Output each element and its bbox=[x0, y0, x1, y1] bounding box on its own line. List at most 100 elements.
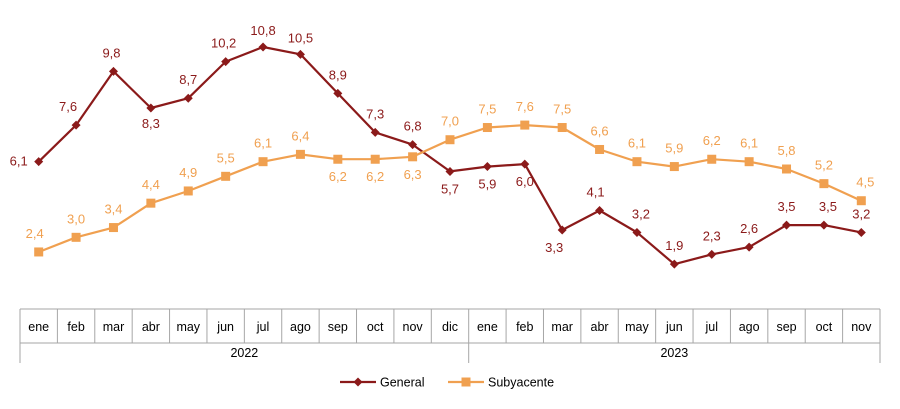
square-marker bbox=[744, 157, 754, 167]
x-tick-label: mar bbox=[103, 320, 125, 334]
x-tick-label: jun bbox=[665, 320, 683, 334]
x-tick-label: abr bbox=[142, 320, 160, 334]
square-marker bbox=[707, 154, 717, 164]
data-label: 8,3 bbox=[142, 116, 160, 131]
data-label: 6,1 bbox=[628, 136, 646, 151]
legend-item-general: General bbox=[340, 376, 424, 390]
square-marker bbox=[221, 171, 231, 181]
data-label: 3,2 bbox=[852, 206, 870, 221]
square-marker bbox=[71, 232, 81, 242]
square-marker bbox=[557, 123, 567, 133]
diamond-marker bbox=[183, 93, 193, 103]
data-label: 2,4 bbox=[26, 226, 44, 241]
diamond-marker bbox=[669, 259, 679, 269]
data-label: 3,0 bbox=[67, 211, 85, 226]
data-label: 7,6 bbox=[59, 99, 77, 114]
diamond-marker bbox=[632, 227, 642, 237]
diamond-marker bbox=[333, 88, 343, 98]
data-label: 2,3 bbox=[703, 228, 721, 243]
x-tick-label: may bbox=[625, 320, 649, 334]
legend: General Subyacente bbox=[340, 376, 554, 390]
data-label: 8,7 bbox=[179, 72, 197, 87]
data-label: 7,5 bbox=[478, 102, 496, 117]
category-axis-table: ene feb mar abr may jun jul ago sep oct nov dic ene f… bbox=[19, 308, 881, 363]
data-label: 6,3 bbox=[404, 167, 422, 182]
diamond-marker bbox=[408, 140, 418, 150]
legend-item-subyacente: Subyacente bbox=[448, 376, 554, 390]
diamond-marker bbox=[482, 162, 492, 172]
diamond-marker bbox=[595, 205, 605, 215]
data-label: 7,5 bbox=[553, 102, 571, 117]
square-marker bbox=[595, 144, 605, 154]
diamond-marker bbox=[34, 157, 44, 167]
square-marker bbox=[146, 198, 156, 208]
x-tick-label: oct bbox=[367, 320, 384, 334]
square-marker bbox=[408, 152, 418, 162]
square-marker bbox=[669, 162, 679, 172]
x-group-label: 2023 bbox=[660, 346, 688, 360]
x-tick-label: feb bbox=[67, 320, 84, 334]
legend-label: General bbox=[380, 376, 424, 390]
x-tick-label: nov bbox=[851, 320, 872, 334]
data-label: 10,2 bbox=[211, 36, 236, 51]
diamond-marker bbox=[370, 127, 380, 137]
square-marker bbox=[258, 157, 268, 167]
data-label: 3,2 bbox=[632, 206, 650, 221]
series-line-general bbox=[37, 45, 862, 266]
data-label: 7,3 bbox=[366, 106, 384, 121]
diamond-marker bbox=[108, 66, 118, 76]
legend-label: Subyacente bbox=[488, 376, 554, 390]
diamond-marker bbox=[520, 159, 530, 169]
data-label: 6,2 bbox=[366, 169, 384, 184]
data-label: 5,9 bbox=[478, 177, 496, 192]
x-tick-label: ene bbox=[28, 320, 49, 334]
diamond-marker bbox=[258, 42, 268, 52]
data-label: 5,5 bbox=[217, 150, 235, 165]
data-label: 4,5 bbox=[856, 175, 874, 190]
square-marker bbox=[183, 186, 193, 196]
data-label: 5,2 bbox=[815, 158, 833, 173]
data-label: 8,9 bbox=[329, 67, 347, 82]
square-marker bbox=[461, 377, 471, 387]
data-label: 3,4 bbox=[104, 202, 122, 217]
data-label: 5,8 bbox=[777, 143, 795, 158]
data-label: 6,1 bbox=[10, 154, 28, 169]
square-marker bbox=[295, 149, 305, 159]
data-label: 6,4 bbox=[291, 128, 309, 143]
diamond-marker bbox=[146, 103, 156, 113]
x-tick-label: sep bbox=[776, 320, 796, 334]
data-label: 1,9 bbox=[665, 238, 683, 253]
data-label: 4,4 bbox=[142, 177, 160, 192]
diamond-marker bbox=[71, 120, 81, 130]
diamond-marker bbox=[295, 49, 305, 59]
data-label: 6,2 bbox=[703, 133, 721, 148]
data-label: 3,3 bbox=[545, 240, 563, 255]
data-label: 7,0 bbox=[441, 114, 459, 129]
square-marker bbox=[632, 157, 642, 167]
diamond-marker bbox=[856, 227, 866, 237]
x-tick-label: mar bbox=[551, 320, 573, 334]
series-layer bbox=[34, 42, 866, 269]
square-marker bbox=[482, 123, 492, 133]
data-label: 9,8 bbox=[102, 45, 120, 60]
data-label: 3,5 bbox=[777, 199, 795, 214]
x-tick-label: ene bbox=[477, 320, 498, 334]
diamond-marker bbox=[445, 166, 455, 176]
data-label: 6,6 bbox=[591, 123, 609, 138]
x-tick-label: dic bbox=[442, 320, 458, 334]
data-label: 6,8 bbox=[404, 119, 422, 134]
diamond-marker bbox=[744, 242, 754, 252]
square-marker bbox=[445, 135, 455, 145]
square-marker bbox=[520, 120, 530, 130]
data-label: 2,6 bbox=[740, 221, 758, 236]
x-tick-label: oct bbox=[816, 320, 833, 334]
square-marker bbox=[856, 196, 866, 206]
x-tick-label: feb bbox=[516, 320, 533, 334]
data-label: 5,7 bbox=[441, 181, 459, 196]
diamond-marker bbox=[819, 220, 829, 230]
data-label: 4,1 bbox=[587, 184, 605, 199]
data-label: 6,1 bbox=[254, 136, 272, 151]
diamond-marker bbox=[782, 220, 792, 230]
x-tick-label: jul bbox=[256, 320, 270, 334]
x-tick-label: nov bbox=[403, 320, 424, 334]
